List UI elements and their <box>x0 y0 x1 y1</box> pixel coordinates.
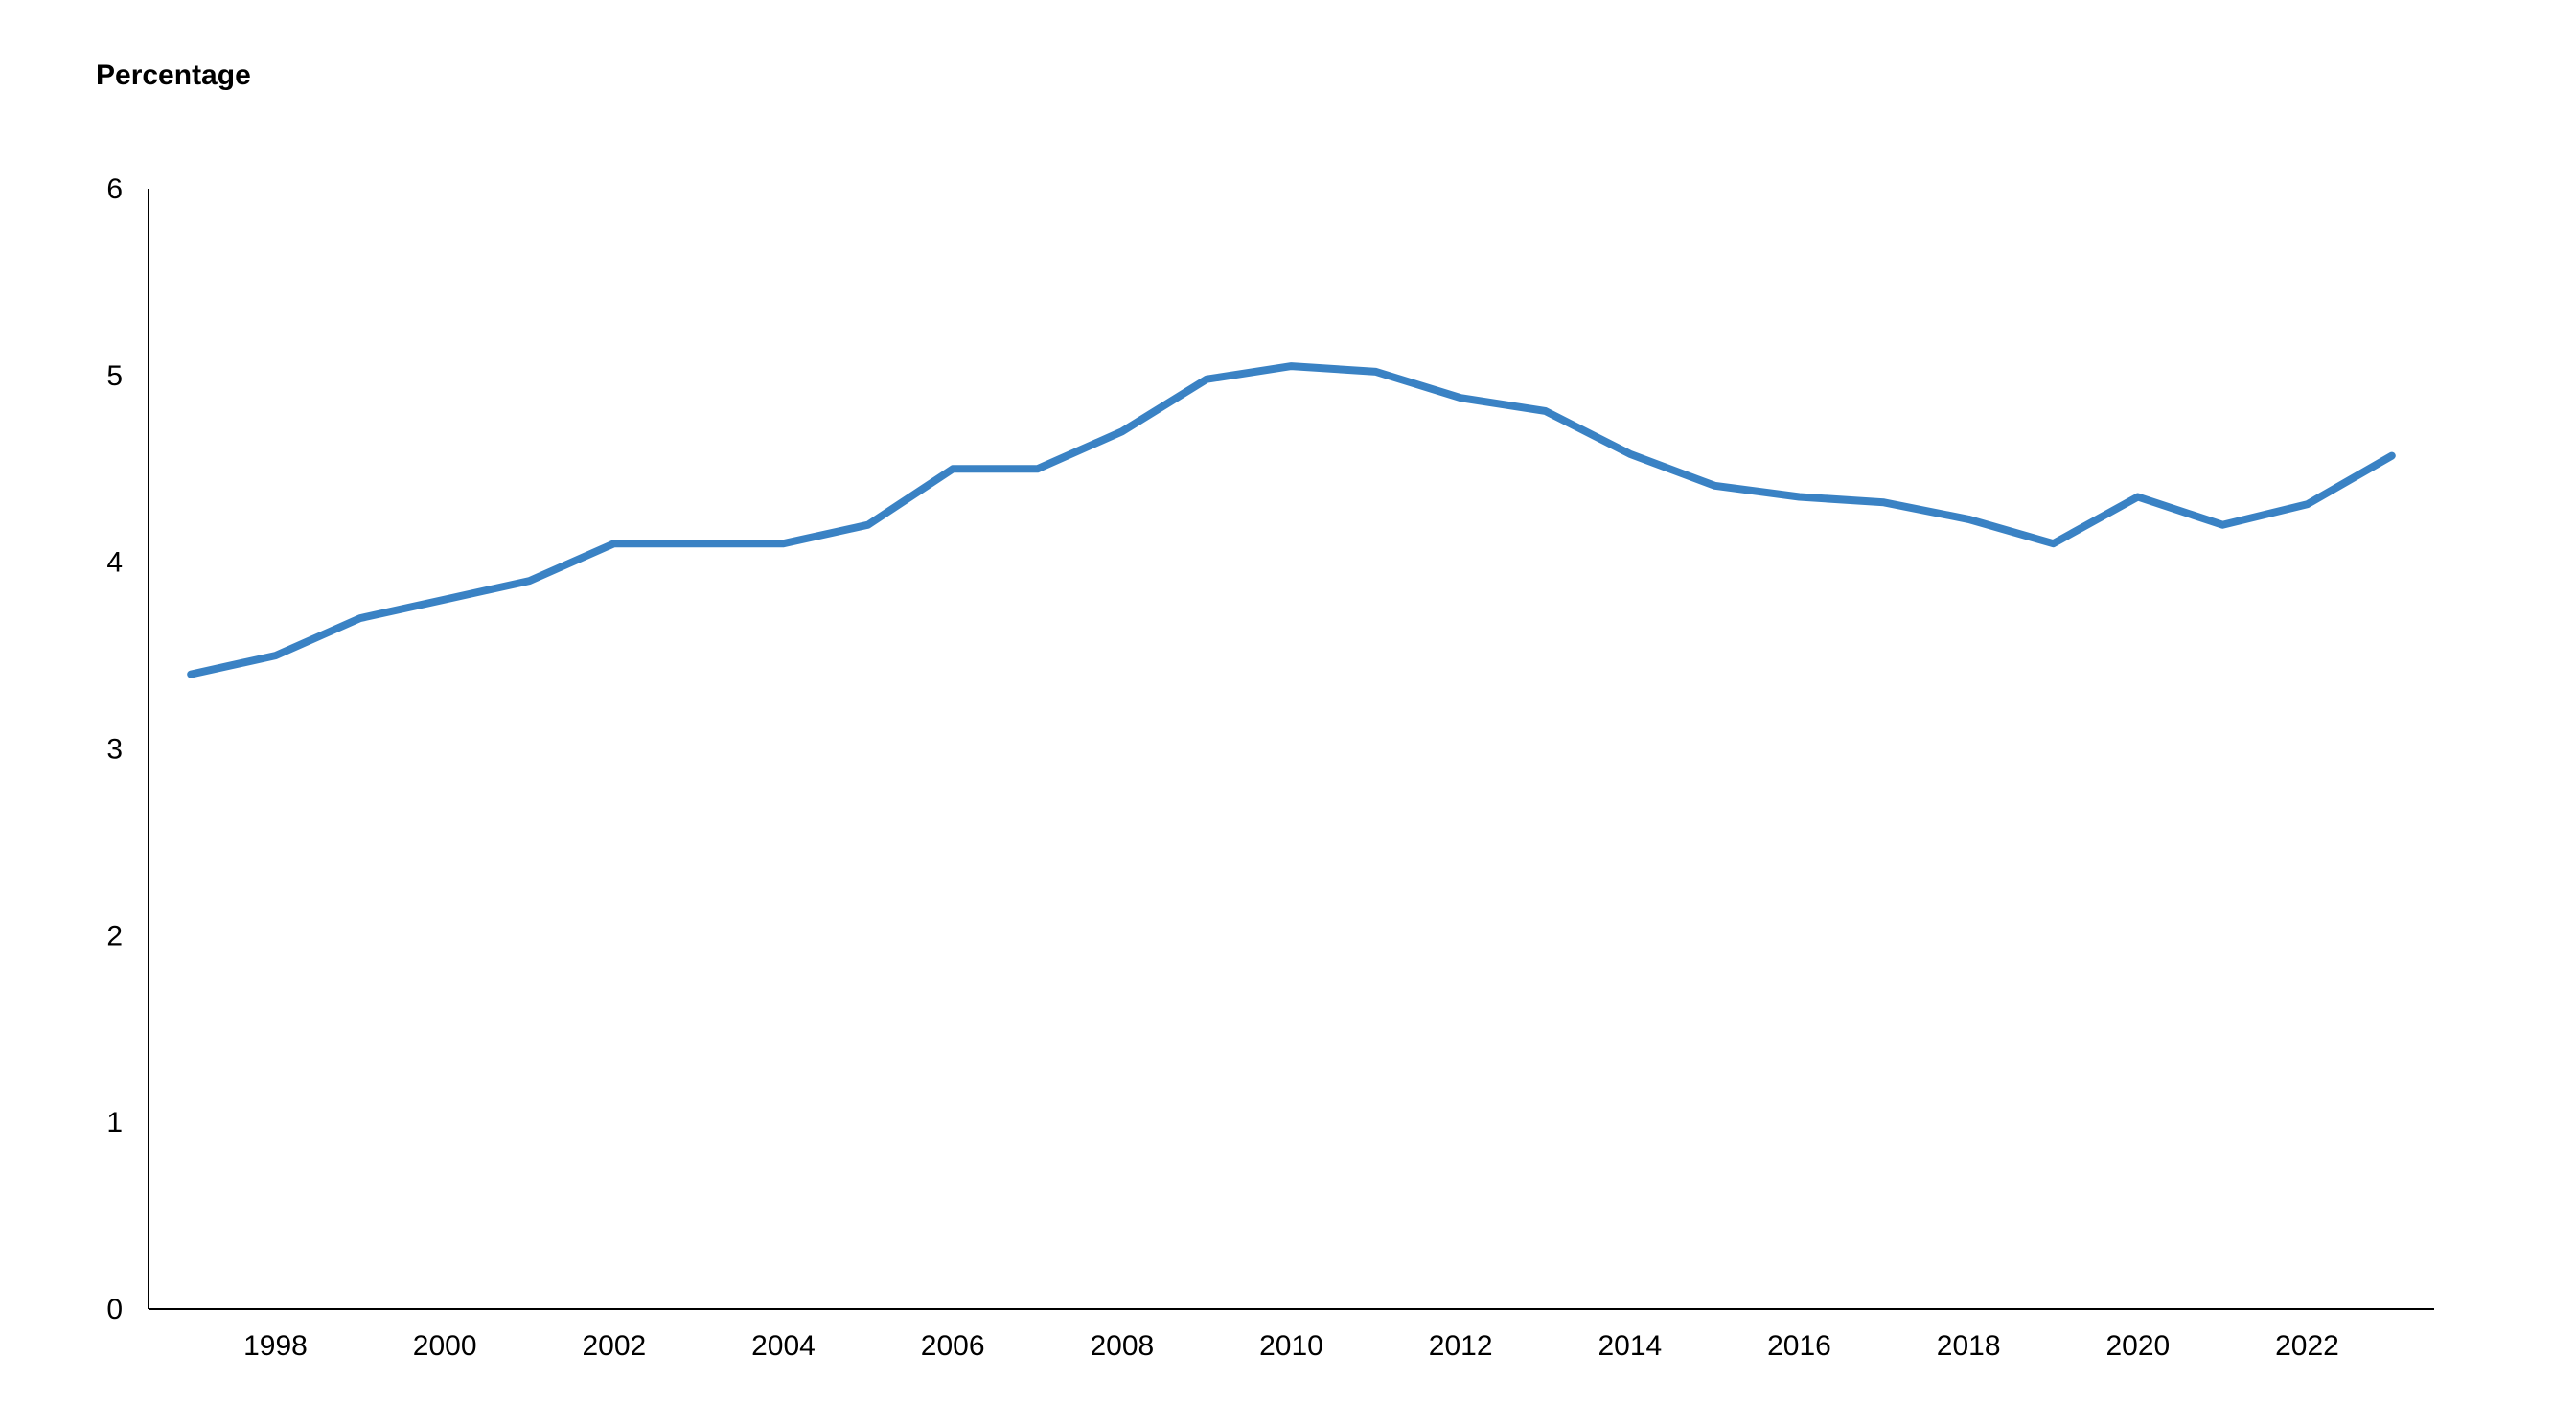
x-tick-label: 2018 <box>1937 1330 2001 1362</box>
x-tick-label: 2012 <box>1429 1330 1493 1362</box>
x-tick-label: 2000 <box>413 1330 477 1362</box>
series-line <box>187 362 2396 678</box>
x-tick-label: 2008 <box>1090 1330 1154 1362</box>
x-tick-label: 2002 <box>582 1330 646 1362</box>
x-tick-label: 2010 <box>1259 1330 1323 1362</box>
x-tick-label: 2004 <box>751 1330 816 1362</box>
x-tick-label: 2020 <box>2105 1330 2170 1362</box>
x-axis-ticks: 1998 2000 2002 2004 2006 2008 2010 2012 2014 2016… <box>243 1330 2339 1362</box>
x-tick-label: 1998 <box>243 1330 308 1362</box>
x-tick-label: 2014 <box>1598 1330 1662 1362</box>
y-axis-title: Percentage <box>96 59 251 91</box>
y-tick-label: 0 <box>106 1294 123 1325</box>
y-tick-label: 3 <box>106 734 123 766</box>
x-tick-label: 2022 <box>2275 1330 2339 1362</box>
y-tick-label: 1 <box>106 1107 123 1138</box>
x-tick-label: 2016 <box>1767 1330 1831 1362</box>
y-tick-label: 5 <box>106 360 123 392</box>
y-tick-label: 2 <box>106 920 123 952</box>
series-group <box>187 362 2396 678</box>
y-tick-label: 6 <box>106 173 123 205</box>
y-tick-label: 4 <box>106 547 123 579</box>
y-axis-ticks: 0 1 2 3 4 5 6 <box>106 173 123 1325</box>
x-tick-label: 2006 <box>921 1330 985 1362</box>
